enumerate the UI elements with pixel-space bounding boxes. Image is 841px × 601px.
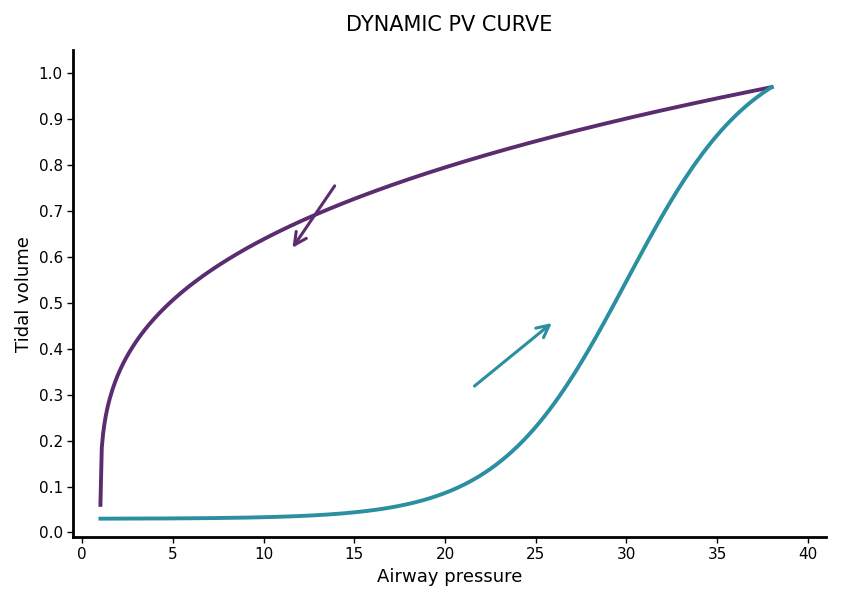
Title: DYNAMIC PV CURVE: DYNAMIC PV CURVE [346, 15, 553, 35]
X-axis label: Airway pressure: Airway pressure [377, 568, 522, 586]
Y-axis label: Tidal volume: Tidal volume [15, 236, 33, 352]
